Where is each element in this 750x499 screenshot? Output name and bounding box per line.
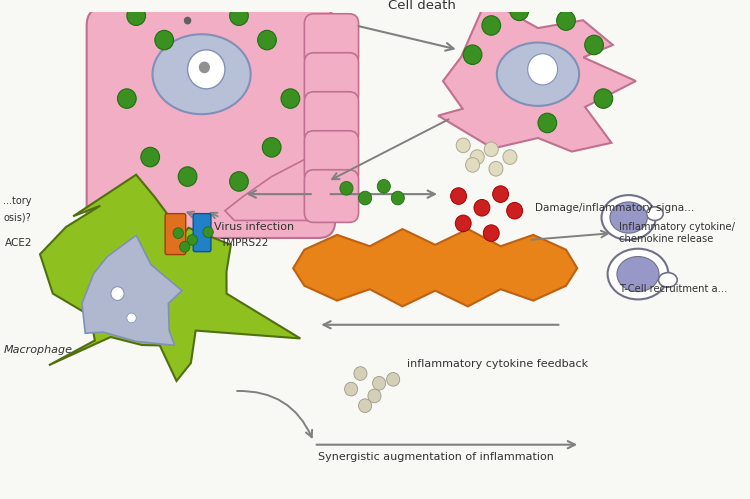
Text: ACE2: ACE2 [5, 238, 33, 248]
Circle shape [340, 182, 353, 195]
Circle shape [503, 150, 517, 164]
Polygon shape [40, 175, 300, 381]
Ellipse shape [152, 34, 250, 114]
Circle shape [258, 30, 276, 50]
Circle shape [373, 376, 386, 390]
Circle shape [354, 367, 367, 380]
Circle shape [173, 228, 183, 239]
Circle shape [466, 158, 479, 172]
Circle shape [483, 225, 500, 242]
FancyBboxPatch shape [304, 131, 358, 184]
Circle shape [585, 35, 604, 55]
Circle shape [474, 200, 490, 216]
Circle shape [142, 0, 149, 5]
Circle shape [507, 203, 523, 219]
FancyBboxPatch shape [304, 53, 358, 105]
Circle shape [470, 150, 484, 164]
Circle shape [127, 313, 136, 323]
FancyBboxPatch shape [304, 92, 358, 144]
Circle shape [386, 373, 400, 386]
Text: Inflammatory cytokine/
chemokine release: Inflammatory cytokine/ chemokine release [620, 222, 735, 245]
Circle shape [180, 242, 190, 252]
FancyBboxPatch shape [87, 8, 335, 238]
Text: Macrophage: Macrophage [4, 345, 73, 355]
Text: T-Cell recruitment a...: T-Cell recruitment a... [620, 284, 728, 294]
Text: Synergistic augmentation of inflammation: Synergistic augmentation of inflammation [319, 453, 554, 463]
Polygon shape [225, 157, 337, 221]
Text: osis)?: osis)? [4, 213, 32, 223]
Circle shape [230, 172, 248, 191]
Circle shape [556, 11, 575, 30]
Circle shape [188, 50, 225, 89]
Circle shape [178, 167, 197, 186]
Circle shape [358, 191, 372, 205]
Circle shape [392, 191, 404, 205]
Polygon shape [293, 229, 578, 306]
Circle shape [230, 6, 248, 25]
Ellipse shape [602, 195, 656, 240]
Circle shape [484, 142, 498, 157]
Circle shape [262, 138, 281, 157]
Circle shape [358, 399, 372, 413]
Circle shape [344, 382, 358, 396]
Ellipse shape [608, 249, 668, 299]
Text: Damage/inflammatory signa...: Damage/inflammatory signa... [536, 203, 694, 213]
Polygon shape [438, 0, 636, 152]
Circle shape [199, 61, 210, 73]
FancyBboxPatch shape [304, 170, 358, 223]
Text: TMPRS22: TMPRS22 [220, 238, 268, 248]
Circle shape [528, 54, 557, 85]
Text: Virus infection: Virus infection [214, 222, 294, 232]
Circle shape [281, 0, 300, 11]
Ellipse shape [646, 207, 663, 221]
Circle shape [203, 227, 213, 238]
Circle shape [456, 138, 470, 153]
FancyBboxPatch shape [304, 14, 358, 66]
Circle shape [118, 89, 136, 108]
FancyBboxPatch shape [194, 214, 211, 251]
Circle shape [538, 113, 556, 133]
Ellipse shape [496, 42, 579, 106]
Circle shape [281, 89, 300, 108]
Circle shape [510, 1, 529, 20]
Text: ...tory: ...tory [4, 196, 32, 206]
Circle shape [377, 180, 390, 193]
Ellipse shape [610, 202, 647, 233]
Circle shape [368, 389, 381, 403]
Text: inflammatory cytokine feedback: inflammatory cytokine feedback [407, 359, 588, 369]
FancyBboxPatch shape [165, 214, 186, 254]
Circle shape [594, 89, 613, 108]
Circle shape [489, 162, 503, 176]
Circle shape [455, 215, 471, 232]
Circle shape [493, 186, 508, 203]
Circle shape [154, 30, 173, 50]
Circle shape [451, 188, 466, 205]
Ellipse shape [658, 272, 677, 287]
Circle shape [464, 45, 482, 64]
Text: Cell death: Cell death [388, 0, 456, 12]
Circle shape [184, 16, 191, 24]
Circle shape [111, 287, 124, 300]
Ellipse shape [617, 256, 659, 291]
Circle shape [141, 147, 160, 167]
Circle shape [127, 6, 146, 25]
Polygon shape [82, 235, 182, 345]
Circle shape [187, 235, 197, 246]
Circle shape [482, 15, 500, 35]
